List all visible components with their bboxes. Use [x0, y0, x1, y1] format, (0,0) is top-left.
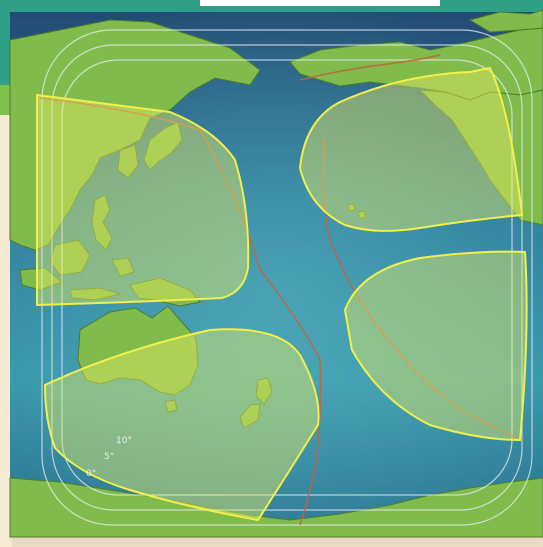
beam-southeast — [343, 250, 528, 442]
beam-northeast — [298, 66, 524, 232]
land-new-zealand — [239, 377, 273, 429]
land-borneo — [49, 239, 91, 276]
elevation-contours — [41, 29, 533, 526]
boundary-west — [39, 97, 322, 526]
contour-labels: 10° 5° 0° — [86, 436, 132, 479]
land-arctic-islands — [468, 9, 543, 33]
land-tasmania — [164, 399, 178, 413]
beam-northwest — [36, 93, 250, 307]
land-asia — [9, 19, 261, 251]
contour-inner — [61, 59, 513, 496]
land-indonesia — [19, 257, 135, 301]
top-header-box — [200, 0, 440, 6]
boundary-north — [299, 54, 441, 81]
left-side-panel — [0, 115, 12, 547]
land-japan — [143, 121, 183, 171]
contour-label-0: 0° — [86, 469, 96, 479]
contour-middle — [51, 44, 523, 511]
land-philippines — [91, 194, 113, 251]
land-hawaii — [347, 203, 367, 219]
contour-label-10: 10° — [116, 436, 132, 446]
contour-outer — [41, 29, 533, 526]
land-australia — [77, 305, 199, 396]
beam-southwest — [43, 328, 320, 522]
contour-label-5: 5° — [104, 452, 114, 462]
spot-beams — [36, 66, 528, 522]
land-korea — [117, 144, 139, 179]
